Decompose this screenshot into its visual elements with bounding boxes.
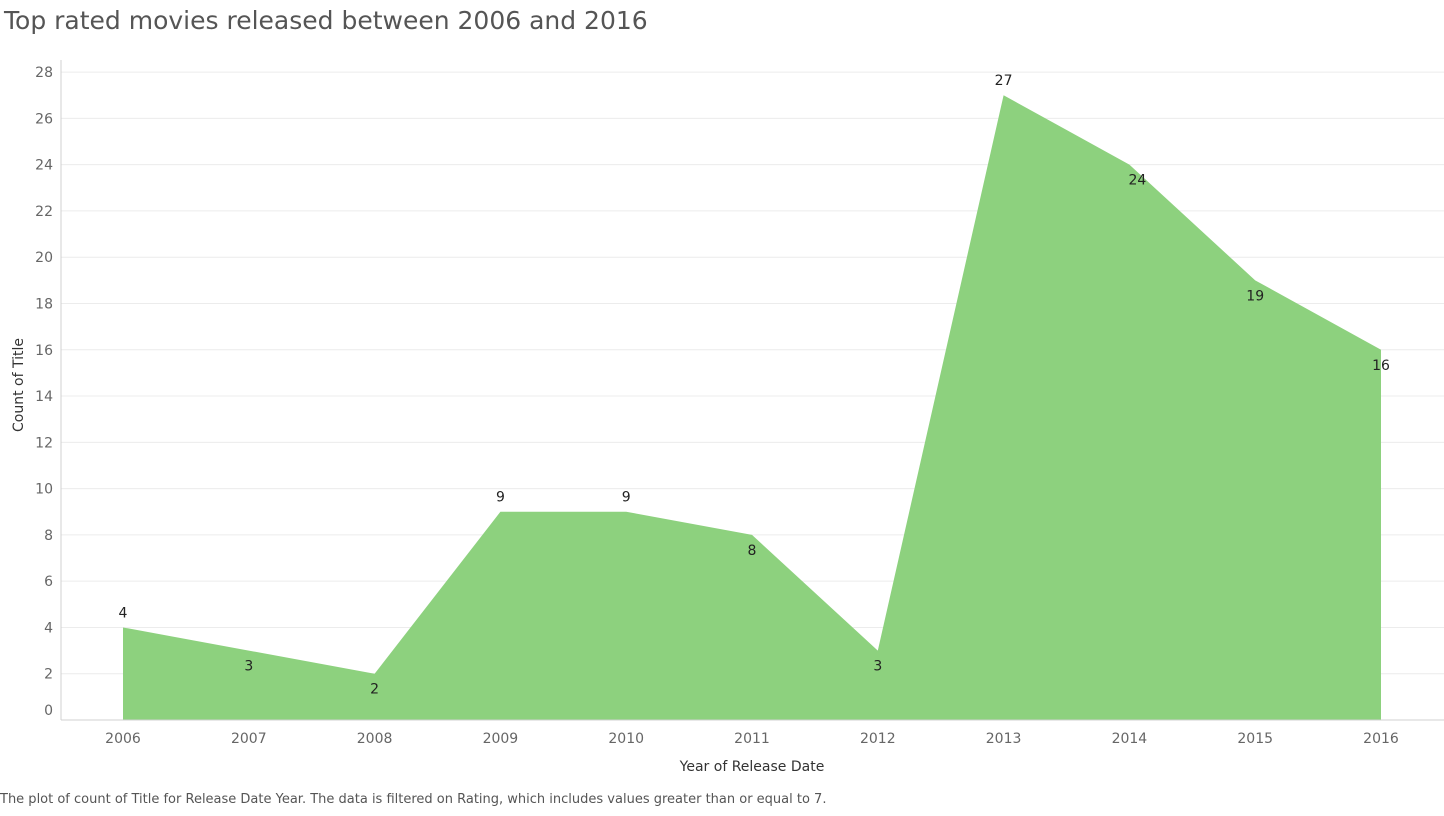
x-tick-label: 2014 [1112, 731, 1148, 747]
x-tick-label: 2013 [986, 731, 1022, 747]
x-tick-label: 2015 [1237, 731, 1273, 747]
area-series [123, 95, 1381, 721]
data-label: 16 [1372, 358, 1390, 374]
data-label: 9 [496, 490, 505, 506]
y-tick-label: 16 [35, 343, 53, 359]
y-tick-label: 18 [35, 296, 53, 312]
y-tick-label: 14 [35, 389, 53, 405]
data-label: 4 [119, 605, 128, 621]
x-tick-label: 2010 [608, 731, 644, 747]
y-tick-label: 4 [44, 620, 53, 636]
y-tick-label: 6 [44, 574, 53, 590]
x-tick-label: 2008 [357, 731, 393, 747]
x-tick-label: 2006 [105, 731, 141, 747]
data-label: 8 [748, 543, 757, 559]
data-label: 3 [873, 659, 882, 675]
chart-title: Top rated movies released between 2006 a… [4, 6, 648, 35]
x-tick-label: 2009 [483, 731, 519, 747]
data-label: 3 [244, 659, 253, 675]
y-tick-label: 20 [35, 250, 53, 266]
x-tick-label: 2012 [860, 731, 896, 747]
data-label: 19 [1246, 288, 1264, 304]
y-tick-label: 0 [44, 703, 53, 719]
chart-caption: The plot of count of Title for Release D… [0, 792, 827, 807]
y-tick-label: 10 [35, 482, 53, 498]
y-tick-label: 26 [35, 111, 53, 127]
y-axis-title: Count of Title [11, 338, 27, 432]
x-tick-label: 2011 [734, 731, 770, 747]
x-tick-label: 2007 [231, 731, 267, 747]
y-tick-label: 22 [35, 204, 53, 220]
data-label: 24 [1128, 173, 1146, 189]
data-label: 2 [370, 682, 379, 698]
data-label: 9 [622, 490, 631, 506]
y-tick-label: 28 [35, 65, 53, 81]
y-tick-label: 12 [35, 435, 53, 451]
data-label: 27 [995, 73, 1013, 89]
x-tick-label: 2016 [1363, 731, 1399, 747]
x-axis-title: Year of Release Date [679, 759, 825, 775]
y-tick-label: 8 [44, 528, 53, 544]
y-tick-label: 2 [44, 667, 53, 683]
y-tick-label: 24 [35, 158, 53, 174]
